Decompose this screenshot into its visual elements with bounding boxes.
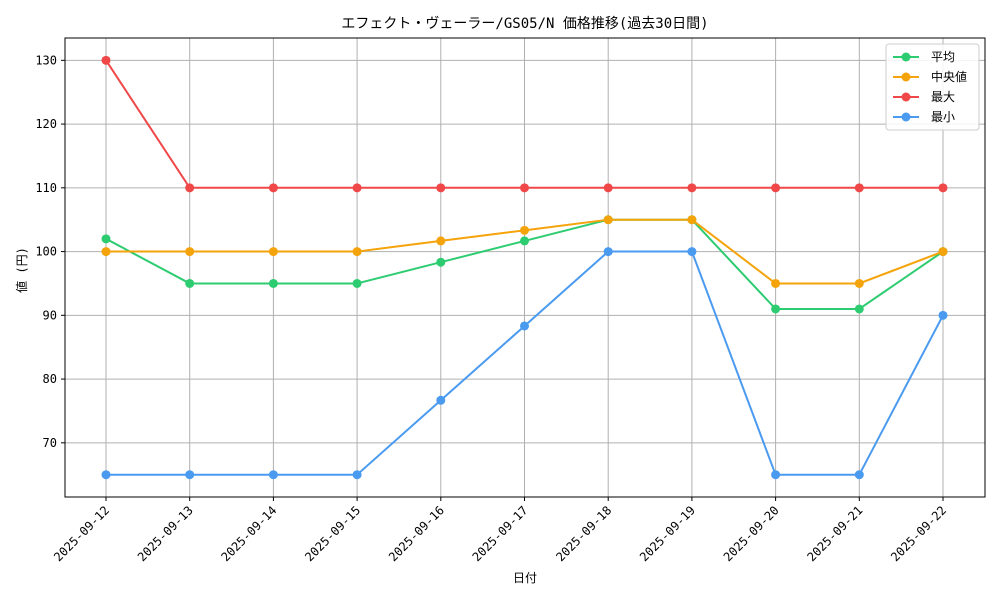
data-point	[185, 470, 195, 480]
y-axis: 70 80 90 100 110 120 130	[35, 53, 65, 450]
y-tick-label: 80	[43, 372, 57, 386]
x-tick-label: 2025-09-17	[470, 503, 531, 564]
y-axis-title: 値 (円)	[14, 247, 29, 293]
chart-title: エフェクト・ヴェーラー/GS05/N 価格推移(過去30日間)	[341, 15, 708, 32]
data-point	[854, 470, 864, 480]
data-point	[687, 247, 697, 257]
data-point	[603, 247, 613, 257]
data-point	[520, 321, 529, 331]
legend-item: 最小	[893, 110, 955, 124]
x-axis-title: 日付	[513, 571, 537, 585]
x-tick-label: 2025-09-14	[219, 503, 280, 564]
data-point	[687, 183, 697, 193]
data-point	[771, 183, 781, 193]
data-point	[268, 183, 278, 193]
data-point	[268, 247, 278, 257]
y-tick-label: 70	[43, 436, 57, 450]
data-point	[436, 257, 446, 267]
data-point	[938, 247, 948, 257]
legend-label: 最大	[931, 90, 955, 104]
data-point	[185, 247, 195, 257]
legend-item: 最大	[893, 90, 955, 104]
legend-box	[885, 43, 980, 131]
y-tick-label: 90	[43, 308, 57, 322]
data-point	[352, 278, 362, 288]
data-point	[185, 183, 195, 193]
data-point	[854, 183, 864, 193]
data-point	[436, 183, 446, 193]
data-point	[101, 234, 111, 244]
legend-label: 中央値	[931, 69, 967, 84]
data-point	[268, 278, 278, 288]
x-tick-label: 2025-09-16	[386, 503, 447, 564]
legend-marker	[901, 112, 911, 122]
data-point	[687, 215, 697, 225]
x-tick-label: 2025-09-20	[721, 503, 782, 564]
legend-label: 平均	[931, 50, 955, 64]
series-最大	[101, 55, 948, 193]
data-point	[101, 55, 111, 65]
data-point	[101, 247, 111, 257]
y-tick-label: 110	[35, 181, 57, 195]
x-axis: 2025-09-12 2025-09-13 2025-09-14 2025-09-15…	[51, 497, 949, 564]
data-point	[603, 183, 613, 193]
x-tick-label: 2025-09-19	[637, 503, 698, 564]
data-point	[771, 304, 781, 314]
data-point	[352, 247, 362, 257]
legend-marker	[901, 72, 911, 82]
legend-item: 平均	[893, 50, 955, 64]
legend-marker	[901, 52, 911, 62]
series-group	[101, 55, 948, 480]
data-point	[268, 470, 278, 480]
data-point	[352, 183, 362, 193]
data-point	[436, 395, 446, 405]
legend-marker	[901, 92, 911, 102]
x-tick-label: 2025-09-15	[302, 503, 363, 564]
y-tick-label: 130	[35, 53, 57, 67]
data-point	[352, 470, 362, 480]
data-point	[520, 236, 529, 246]
data-point	[603, 215, 613, 225]
data-point	[938, 183, 948, 193]
data-point	[771, 278, 781, 288]
data-point	[771, 470, 781, 480]
data-point	[436, 236, 446, 246]
legend-label: 最小	[931, 110, 955, 124]
data-point	[185, 278, 195, 288]
data-point	[520, 225, 529, 235]
x-tick-label: 2025-09-12	[51, 503, 112, 564]
data-point	[520, 183, 529, 193]
series-最小	[101, 247, 948, 480]
series-中央値	[101, 215, 948, 288]
y-tick-label: 100	[35, 245, 57, 259]
data-point	[938, 310, 948, 320]
x-tick-label: 2025-09-22	[888, 503, 949, 564]
data-point	[854, 278, 864, 288]
y-tick-label: 120	[35, 117, 57, 131]
x-tick-label: 2025-09-13	[135, 503, 196, 564]
grid	[65, 38, 985, 497]
data-point	[854, 304, 864, 314]
x-tick-label: 2025-09-21	[804, 503, 865, 564]
data-point	[101, 470, 111, 480]
legend-item: 中央値	[893, 69, 967, 84]
x-tick-label: 2025-09-18	[553, 503, 614, 564]
